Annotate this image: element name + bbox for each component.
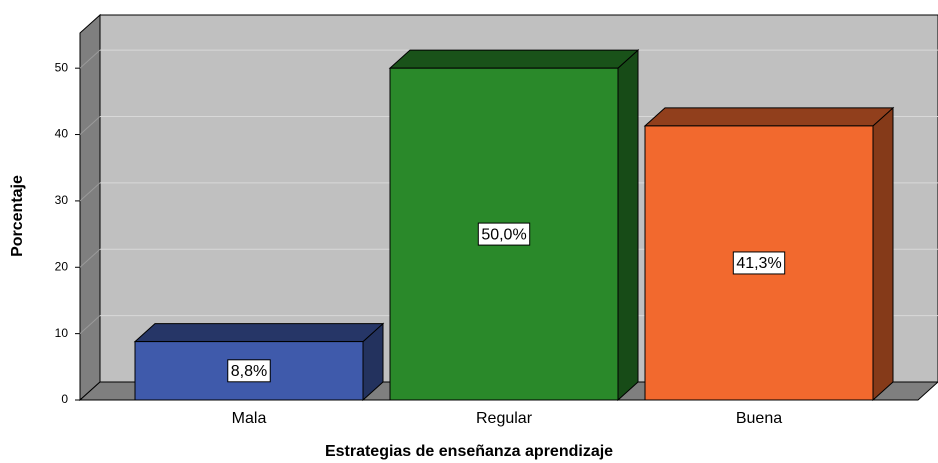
bar-top xyxy=(388,49,640,69)
left-wall xyxy=(79,13,101,402)
y-tick-label: 0 xyxy=(61,392,68,406)
grid-line xyxy=(79,182,101,202)
x-tick-label: Mala xyxy=(232,410,267,427)
y-tick-label: 50 xyxy=(55,60,69,74)
bar-top xyxy=(133,323,385,343)
y-tick-label: 30 xyxy=(55,193,69,207)
value-label-box xyxy=(227,359,271,383)
bar-side xyxy=(872,106,894,402)
grid-line xyxy=(79,315,101,335)
value-label: 41,3% xyxy=(736,255,781,272)
value-label-box xyxy=(477,222,531,246)
x-tick-label: Buena xyxy=(736,410,782,427)
x-tick-label: Regular xyxy=(476,410,533,427)
y-axis-title: Porcentaje xyxy=(9,175,26,257)
y-tick-label: 10 xyxy=(55,326,69,340)
grid-line xyxy=(79,116,101,135)
value-label: 8,8% xyxy=(231,363,267,380)
bar-top xyxy=(643,107,895,127)
y-tick-label: 40 xyxy=(55,127,69,141)
value-label: 50,0% xyxy=(481,226,526,243)
x-axis-title: Estrategias de enseñanza aprendizaje xyxy=(325,443,613,460)
y-tick-label: 20 xyxy=(55,259,69,273)
value-label-box xyxy=(732,251,786,275)
bar-side xyxy=(617,49,639,402)
grid-line xyxy=(79,248,101,268)
grid-line xyxy=(79,49,101,69)
